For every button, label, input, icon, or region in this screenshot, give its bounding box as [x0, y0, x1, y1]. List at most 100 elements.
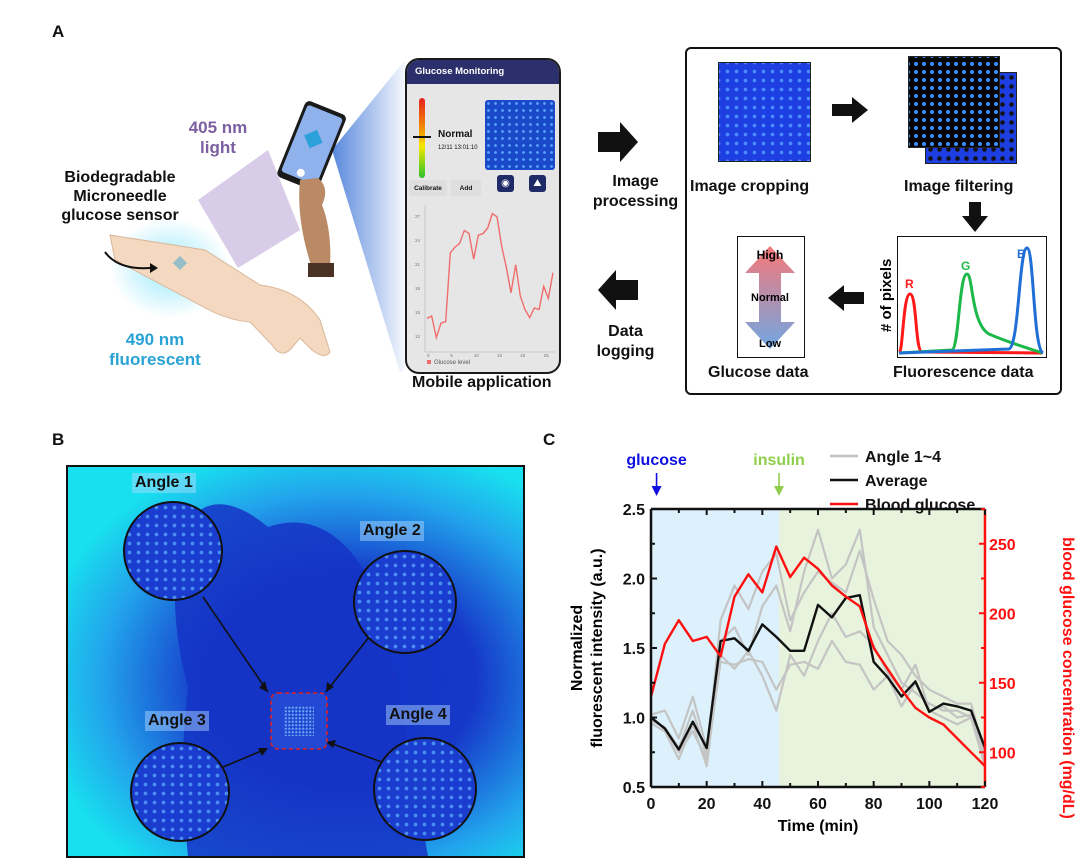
y-tick-label: 1.5 [623, 641, 645, 658]
channel-b-label: B [1017, 247, 1026, 261]
mini-y-tick-label: 15 [415, 310, 421, 315]
camera-icon[interactable]: ◉ [497, 175, 514, 192]
series-line-average [650, 593, 987, 751]
y-axis-label-line-2: fluorescent intensity (a.u.) [589, 548, 606, 747]
step-fluorescence-data: Fluorescence data [893, 364, 1034, 381]
angle-1-label: Angle 1 [132, 473, 196, 493]
mouse-photo: Angle 1 Angle 2 Angle 3 Angle 4 [66, 465, 525, 858]
mini-x-tick-label: 10 [474, 353, 480, 358]
panel-label-a: A [52, 22, 65, 41]
angle-2-label: Angle 2 [360, 521, 424, 541]
sleeve [308, 263, 334, 277]
angle-2-magnified [353, 550, 457, 654]
emission-wavelength: 490 nm [125, 330, 185, 349]
histogram-r-curve [897, 292, 1043, 355]
curved-arrow [104, 251, 151, 270]
arrow-head-2 [326, 682, 334, 692]
panel-label-c: C [543, 430, 556, 449]
arrow-head-4 [326, 740, 336, 748]
y2-tick-label: 150 [989, 676, 1016, 693]
histogram-g-curve [898, 272, 1044, 355]
processing-pipeline-box [685, 47, 1062, 395]
mobile-app-screen: Glucose Monitoring Normal 12/11 13:01:10… [405, 58, 561, 374]
angle-4-magnified [373, 737, 477, 841]
annotation-glucose: glucose [626, 452, 687, 469]
legend-label: Blood glucose [865, 497, 975, 514]
arrow-crop-to-filter [832, 97, 868, 123]
mini-glucose-chart: 27 24 21 18 15 12 0 5 10 15 20 25 Glucose level [415, 205, 555, 366]
image-icon[interactable]: ⛰ [529, 175, 546, 192]
annotation-insulin: insulin [753, 452, 805, 469]
mini-y-tick-label: 27 [415, 214, 421, 219]
y-tick-label: 1.0 [623, 711, 645, 728]
glucose-scale-arrow: High Normal Low [745, 246, 795, 350]
mini-x-tick-label: 0 [427, 353, 430, 358]
mini-y-tick-label: 24 [415, 238, 421, 243]
legend-label: Angle 1~4 [865, 449, 941, 466]
data-logging-line-1: Data [608, 323, 643, 340]
calibrate-button[interactable]: Calibrate [409, 180, 447, 196]
add-button[interactable]: Add [451, 180, 481, 196]
scale-low: Low [759, 338, 781, 350]
legend-label: Average [865, 473, 928, 490]
y-tick-label: 2.0 [623, 572, 645, 589]
y-axis-label-line-1: Normalized [569, 605, 586, 691]
sensor-label-line-3: glucose sensor [61, 207, 179, 224]
mini-legend-swatch [427, 360, 431, 364]
histogram-ylabel: # of pixels [878, 259, 895, 332]
scale-normal: Normal [751, 292, 789, 304]
fluorescence-histogram: R G B [897, 246, 1045, 355]
channel-g-label: G [961, 259, 970, 273]
excitation-label: 405 nm light [178, 118, 258, 158]
arrow-left-small-icon [828, 285, 864, 311]
x-tick-label: 0 [647, 796, 656, 813]
flow-arrows [598, 122, 638, 310]
data-logging-label: Data logging [588, 322, 663, 362]
annotation-arrowhead-glucose [651, 486, 662, 496]
mini-x-tick-label: 20 [520, 353, 526, 358]
curved-arrow-head [150, 263, 158, 273]
arrow-right-small-icon [832, 97, 868, 123]
angle-3-label: Angle 3 [145, 711, 209, 731]
step-glucose-data: Glucose data [708, 364, 809, 381]
hand-illustration [299, 178, 331, 268]
angle-1-magnified [123, 501, 223, 601]
mobile-app-caption: Mobile application [412, 374, 552, 391]
arrow-histogram-to-glucose [828, 285, 864, 311]
arrow-right-icon [598, 122, 638, 162]
camera-beam [332, 60, 405, 372]
emission-fluorescent-text: fluorescent [109, 350, 201, 369]
x-axis-label: Time (min) [778, 818, 859, 835]
x-tick-label: 120 [972, 796, 999, 813]
y2-tick-label: 100 [989, 745, 1016, 762]
excitation-light-text: light [200, 138, 236, 157]
microneedle-patch [172, 255, 188, 271]
y-tick-label: 0.5 [623, 780, 645, 797]
arrow-down-icon [962, 202, 988, 232]
mini-x-tick-label: 5 [450, 353, 453, 358]
sensor-microneedle-array [284, 706, 314, 736]
sensor-label: Biodegradable Microneedle glucose sensor [30, 168, 210, 225]
arrow-head-1 [259, 681, 268, 692]
arrow-filter-to-histogram [962, 202, 988, 232]
x-tick-label: 60 [809, 796, 827, 813]
sensor-label-line-2: Microneedle [73, 188, 167, 205]
x-tick-label: 100 [916, 796, 943, 813]
x-tick-label: 20 [698, 796, 716, 813]
glucose-timestamp: 12/11 13:01:10 [438, 145, 478, 151]
light-beam [198, 150, 300, 268]
gauge-marker [413, 136, 431, 138]
arrow-angle-2 [325, 631, 374, 693]
arm-illustration [109, 234, 331, 356]
arrow-head-3 [258, 748, 268, 756]
y-tick-label: 2.5 [623, 502, 645, 519]
sensor-image-preview [485, 100, 555, 170]
panel-label-b: B [52, 430, 65, 449]
image-processing-line-1: Image [612, 173, 659, 190]
handheld-phone [277, 101, 346, 191]
mini-y-tick-label: 18 [415, 286, 421, 291]
image-processing-label: Image processing [588, 172, 683, 212]
arrow-left-icon [598, 270, 638, 310]
glucose-gauge [419, 98, 425, 178]
histogram-b-curve [898, 246, 1045, 355]
